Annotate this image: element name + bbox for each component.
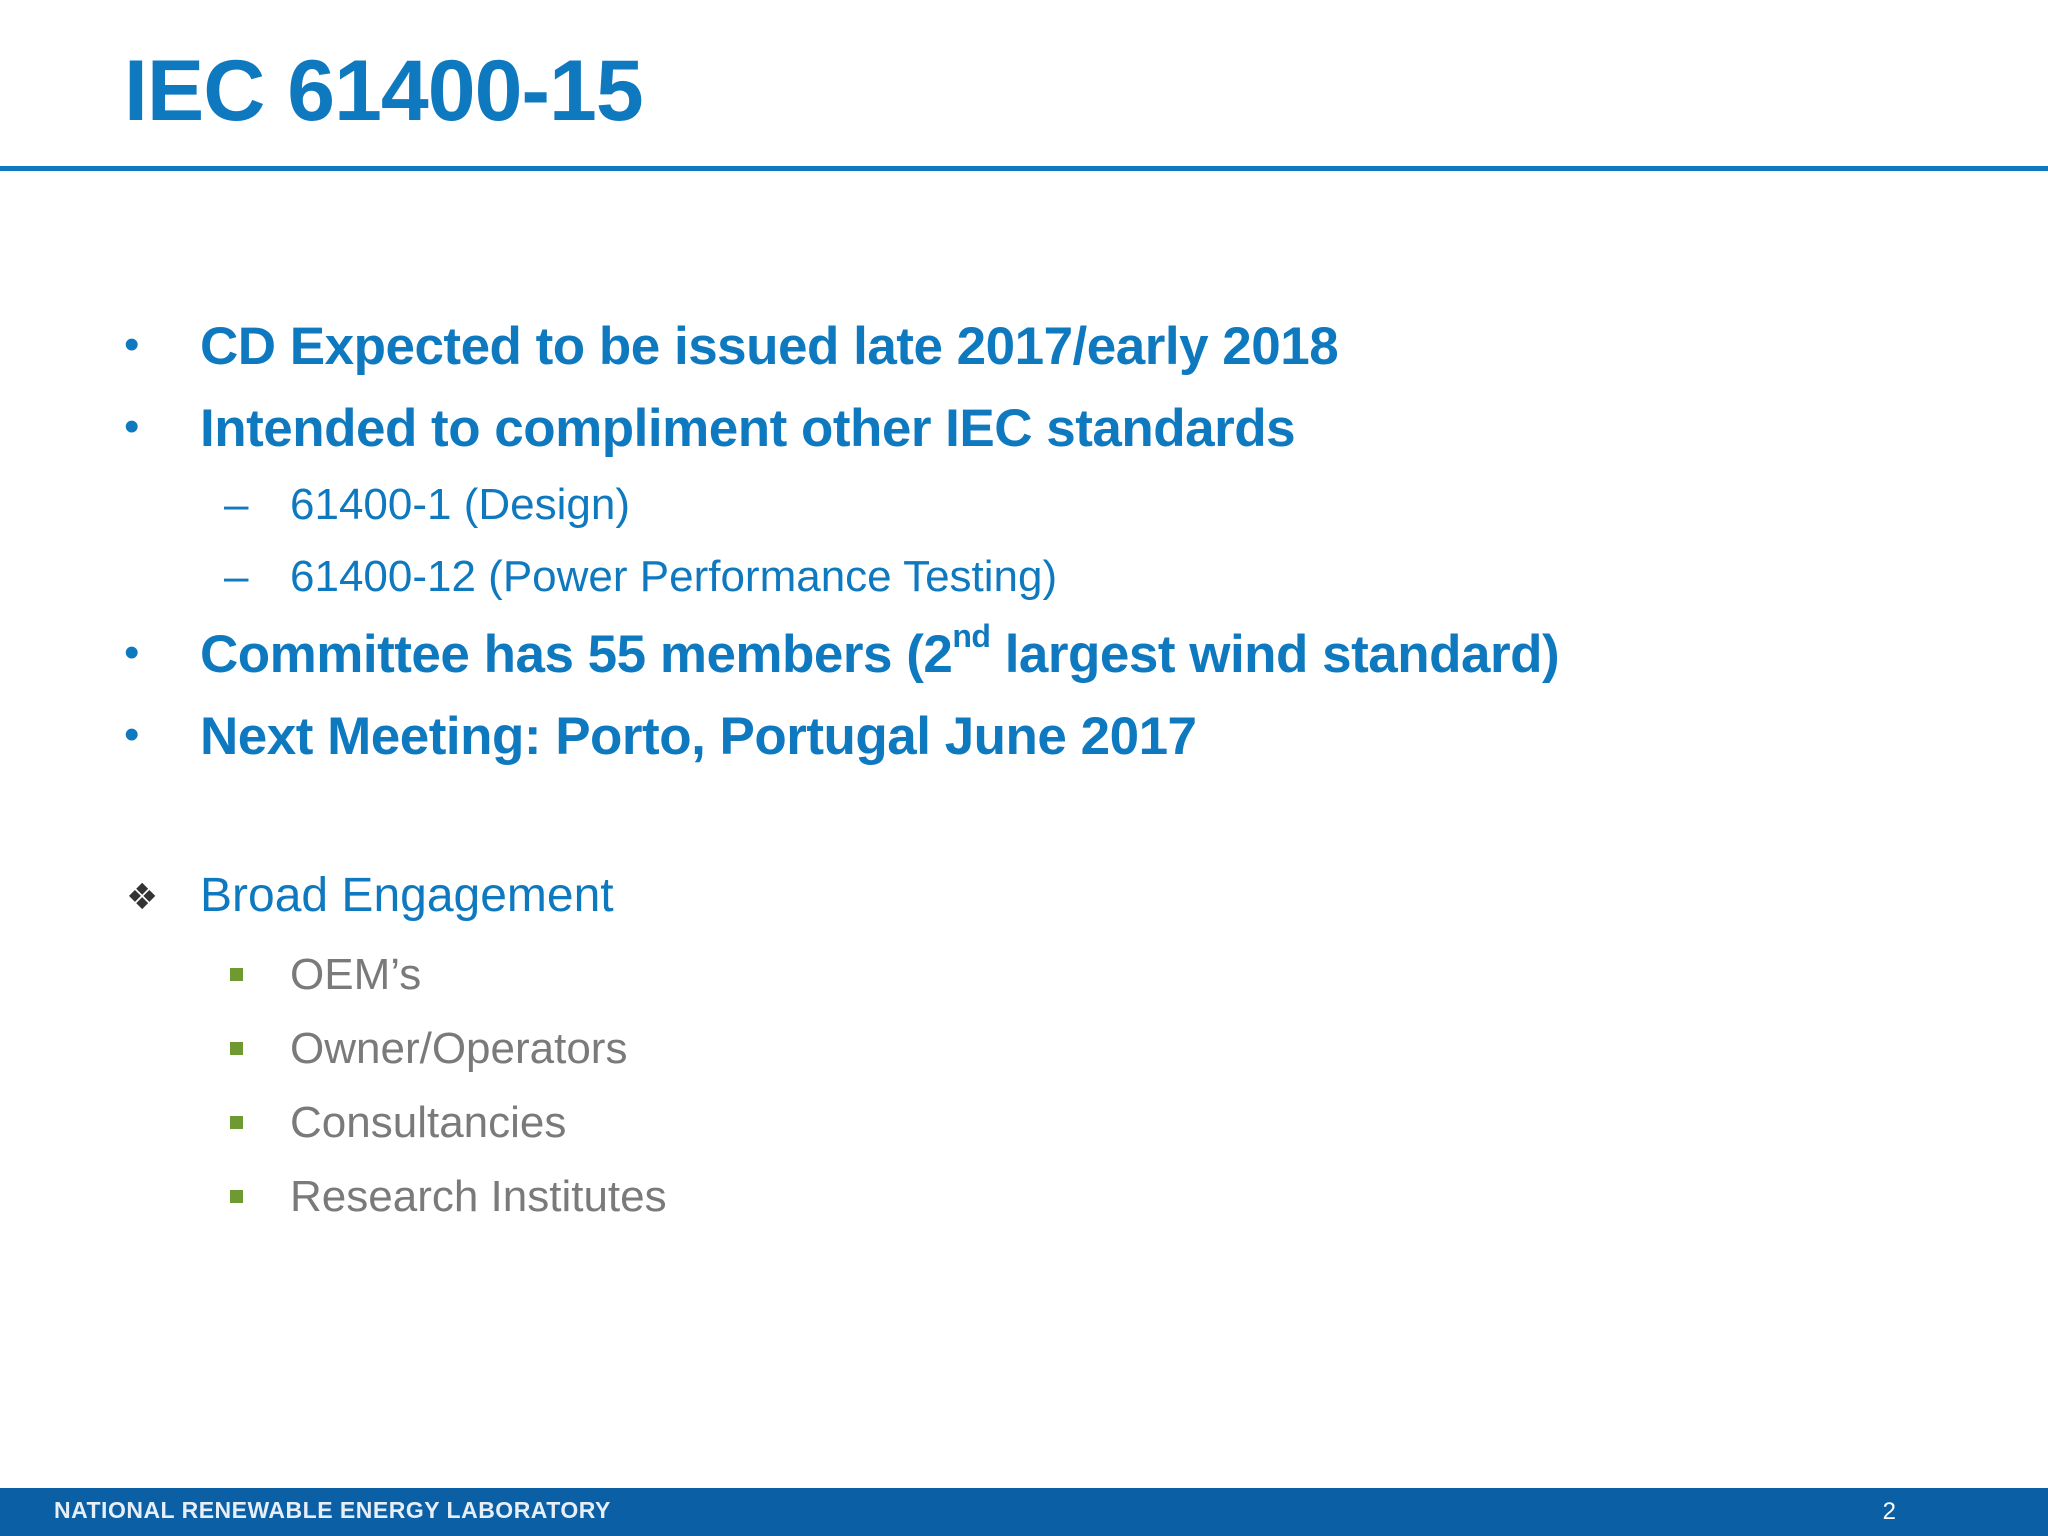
title-divider [0,166,2048,171]
en-dash-icon: – [224,552,249,601]
engagement-item-text: OEM’s [290,950,422,999]
ordinal-suffix: nd [952,618,991,654]
engagement-item-text: Research Institutes [290,1172,667,1221]
bullet-dot-icon: • [124,320,140,369]
bullet-dot-icon: • [124,402,140,451]
sub-bullet-text: 61400-12 (Power Performance Testing) [290,552,1058,601]
slide-title: IEC 61400-15 [124,43,644,139]
bullet-text-post: largest wind standard) [990,625,1560,684]
engagement-item-text: Consultancies [290,1098,567,1147]
bullet-text: Next Meeting: Porto, Portugal June 2017 [200,707,1197,766]
bullet-text: Committee has 55 members (2nd largest wi… [200,618,1560,685]
engagement-heading: Broad Engagement [200,869,614,922]
footer-bar: NATIONAL RENEWABLE ENERGY LABORATORY 2 [0,1488,2048,1536]
green-square-icon [230,1042,243,1055]
green-square-icon [230,968,243,981]
page-number: 2 [1882,1498,1896,1525]
footer-organization: NATIONAL RENEWABLE ENERGY LABORATORY [54,1497,611,1523]
green-square-icon [230,1190,243,1203]
diamond-cluster-icon: ❖ [126,876,159,917]
green-square-icon [230,1116,243,1129]
bullet-dot-icon: • [124,710,140,759]
bullet-text-pre: Committee has 55 members (2 [200,625,953,684]
bullet-text: Intended to compliment other IEC standar… [200,399,1296,458]
sub-bullet-text: 61400-1 (Design) [290,480,630,529]
engagement-item-text: Owner/Operators [290,1024,628,1073]
en-dash-icon: – [224,480,249,529]
bullet-text: CD Expected to be issued late 2017/early… [200,317,1339,376]
bullet-dot-icon: • [124,628,140,677]
